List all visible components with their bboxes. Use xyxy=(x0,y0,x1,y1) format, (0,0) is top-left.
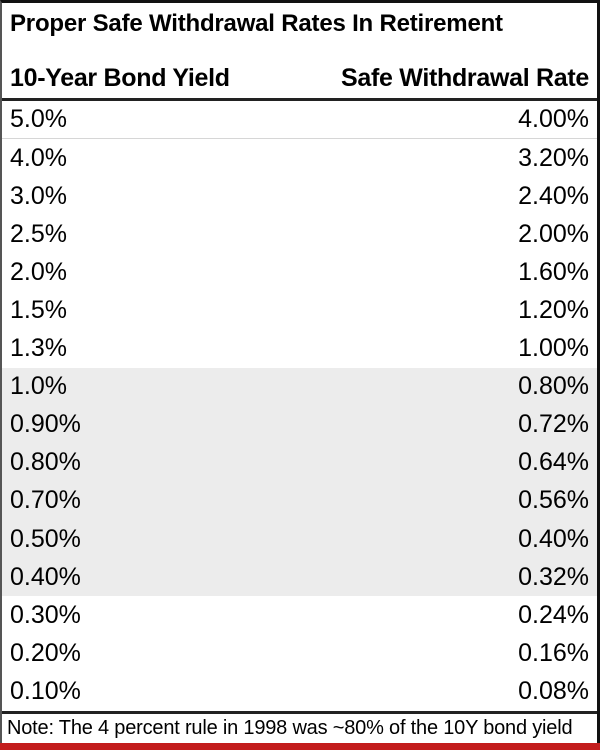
bond-yield-cell: 0.40% xyxy=(10,562,81,591)
table-row: 0.30% 0.24% xyxy=(2,596,597,635)
bond-yield-cell: 2.0% xyxy=(10,257,67,286)
table-body: 5.0% 4.00% 4.0% 3.20% 3.0% 2.40% 2.5% 2.00% 2.0%… xyxy=(2,101,597,711)
bond-yield-cell: 1.5% xyxy=(10,296,67,325)
bond-yield-cell: 0.80% xyxy=(10,448,81,477)
safe-withdrawal-rate-cell: 1.20% xyxy=(518,296,589,325)
bond-yield-cell: 0.20% xyxy=(10,638,81,667)
bond-yield-cell: 5.0% xyxy=(10,105,67,134)
bond-yield-cell: 4.0% xyxy=(10,143,67,172)
safe-withdrawal-rate-cell: 3.20% xyxy=(518,143,589,172)
table-row: 1.0% 0.80% xyxy=(2,367,597,406)
table-row: 0.50% 0.40% xyxy=(2,520,597,559)
bond-yield-cell: 0.50% xyxy=(10,524,81,553)
table-row: 0.80% 0.64% xyxy=(2,443,597,482)
bond-yield-cell: 1.3% xyxy=(10,334,67,363)
table-row: 1.3% 1.00% xyxy=(2,329,597,368)
safe-withdrawal-rate-cell: 2.00% xyxy=(518,219,589,248)
table-row: 2.5% 2.00% xyxy=(2,215,597,254)
column-headers: 10-Year Bond Yield Safe Withdrawal Rate xyxy=(10,64,589,93)
accent-underline-bar xyxy=(0,743,600,750)
bond-yield-cell: 2.5% xyxy=(10,219,67,248)
safe-withdrawal-rate-cell: 0.40% xyxy=(518,524,589,553)
safe-withdrawal-rate-cell: 4.00% xyxy=(518,105,589,134)
safe-withdrawal-rate-cell: 0.80% xyxy=(518,372,589,401)
table-row: 1.5% 1.20% xyxy=(2,291,597,330)
safe-withdrawal-rate-cell: 0.64% xyxy=(518,448,589,477)
safe-withdrawal-rate-cell: 1.60% xyxy=(518,257,589,286)
table-row: 0.70% 0.56% xyxy=(2,481,597,521)
safe-withdrawal-rate-cell: 0.16% xyxy=(518,638,589,667)
bond-yield-cell: 1.0% xyxy=(10,372,67,401)
table-row: 0.40% 0.32% xyxy=(2,558,597,597)
safe-withdrawal-rate-cell: 0.32% xyxy=(518,562,589,591)
bond-yield-cell: 0.30% xyxy=(10,600,81,629)
table-row: 0.10% 0.08% xyxy=(2,672,597,711)
table-row: 0.90% 0.72% xyxy=(2,405,597,444)
column-header-bond-yield: 10-Year Bond Yield xyxy=(10,64,230,92)
safe-withdrawal-rate-cell: 2.40% xyxy=(518,181,589,210)
safe-withdrawal-rate-cell: 0.72% xyxy=(518,410,589,439)
safe-withdrawal-rate-cell: 0.08% xyxy=(518,676,589,705)
safe-withdrawal-rate-cell: 0.24% xyxy=(518,600,589,629)
bond-yield-cell: 0.90% xyxy=(10,410,81,439)
safe-withdrawal-rate-cell: 0.56% xyxy=(518,486,589,515)
table-row: 2.0% 1.60% xyxy=(2,253,597,292)
table-header: Proper Safe Withdrawal Rates In Retireme… xyxy=(2,3,597,101)
bond-yield-cell: 0.70% xyxy=(10,486,81,515)
table-note: Note: The 4 percent rule in 1998 was ~80… xyxy=(2,710,597,744)
column-header-safe-withdrawal-rate: Safe Withdrawal Rate xyxy=(340,64,589,92)
safe-withdrawal-rate-cell: 1.00% xyxy=(518,334,589,363)
table-row: 5.0% 4.00% xyxy=(2,101,597,140)
table-title: Proper Safe Withdrawal Rates In Retireme… xyxy=(10,10,503,37)
table-row: 3.0% 2.40% xyxy=(2,177,597,216)
bond-yield-cell: 0.10% xyxy=(10,676,81,705)
table-row: 0.20% 0.16% xyxy=(2,634,597,673)
table-row: 4.0% 3.20% xyxy=(2,139,597,178)
bond-yield-cell: 3.0% xyxy=(10,181,67,210)
